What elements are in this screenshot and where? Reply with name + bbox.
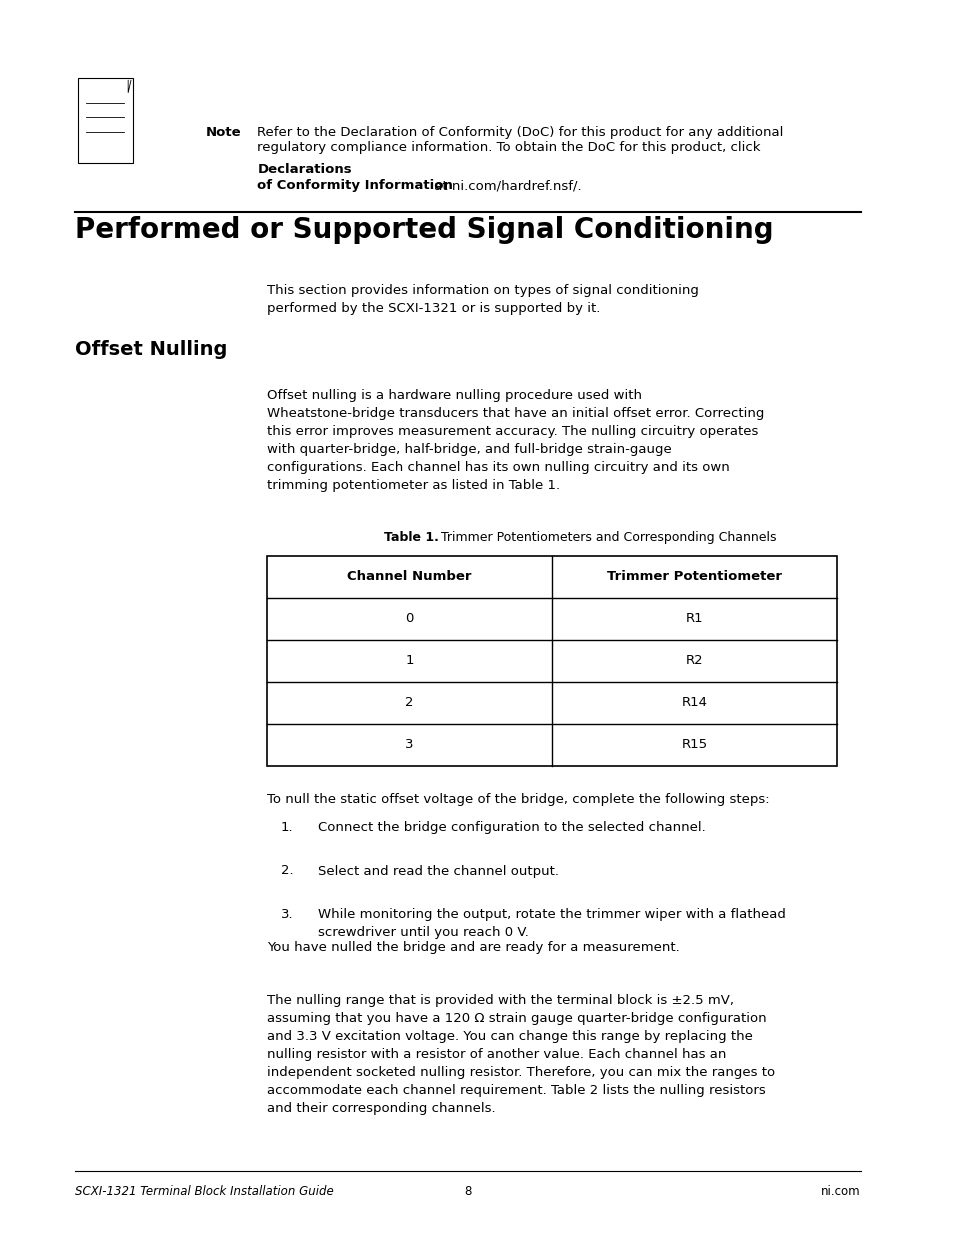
Text: Table 1.: Table 1. (383, 531, 438, 545)
Text: 2: 2 (405, 697, 414, 709)
Text: 1.: 1. (280, 821, 293, 835)
Text: Offset nulling is a hardware nulling procedure used with
Wheatstone-bridge trans: Offset nulling is a hardware nulling pro… (266, 389, 763, 492)
Text: While monitoring the output, rotate the trimmer wiper with a flathead
screwdrive: While monitoring the output, rotate the … (317, 908, 785, 939)
Text: The nulling range that is provided with the terminal block is ±2.5 mV,
assuming : The nulling range that is provided with … (266, 994, 774, 1115)
Text: Offset Nulling: Offset Nulling (74, 340, 227, 358)
Text: Refer to the Declaration of Conformity (DoC) for this product for any additional: Refer to the Declaration of Conformity (… (257, 126, 782, 154)
Text: R1: R1 (685, 613, 702, 625)
Text: Connect the bridge configuration to the selected channel.: Connect the bridge configuration to the … (317, 821, 705, 835)
Text: Trimmer Potentiometers and Corresponding Channels: Trimmer Potentiometers and Corresponding… (433, 531, 776, 545)
Text: 1: 1 (405, 655, 414, 667)
Text: ni.com: ni.com (821, 1184, 860, 1198)
Text: 3: 3 (405, 739, 414, 751)
Text: Performed or Supported Signal Conditioning: Performed or Supported Signal Conditioni… (74, 216, 773, 245)
Text: You have nulled the bridge and are ready for a measurement.: You have nulled the bridge and are ready… (266, 941, 679, 955)
Text: To null the static offset voltage of the bridge, complete the following steps:: To null the static offset voltage of the… (266, 793, 768, 806)
Text: Note: Note (206, 126, 241, 140)
FancyBboxPatch shape (266, 556, 837, 766)
Text: 2.: 2. (280, 864, 293, 878)
Text: Channel Number: Channel Number (347, 571, 471, 583)
Text: SCXI-1321 Terminal Block Installation Guide: SCXI-1321 Terminal Block Installation Gu… (74, 1184, 334, 1198)
Text: This section provides information on types of signal conditioning
performed by t: This section provides information on typ… (266, 284, 698, 315)
Text: R15: R15 (680, 739, 707, 751)
Text: of Conformity Information: of Conformity Information (257, 179, 453, 193)
Text: R2: R2 (685, 655, 702, 667)
Text: Trimmer Potentiometer: Trimmer Potentiometer (606, 571, 781, 583)
Text: Select and read the channel output.: Select and read the channel output. (317, 864, 558, 878)
Text: Declarations: Declarations (257, 163, 352, 177)
FancyBboxPatch shape (77, 78, 132, 163)
Text: at ni.com/hardref.nsf/.: at ni.com/hardref.nsf/. (430, 179, 581, 193)
Text: 8: 8 (463, 1184, 471, 1198)
Text: 0: 0 (405, 613, 413, 625)
Text: 3.: 3. (280, 908, 293, 921)
Text: R14: R14 (681, 697, 707, 709)
